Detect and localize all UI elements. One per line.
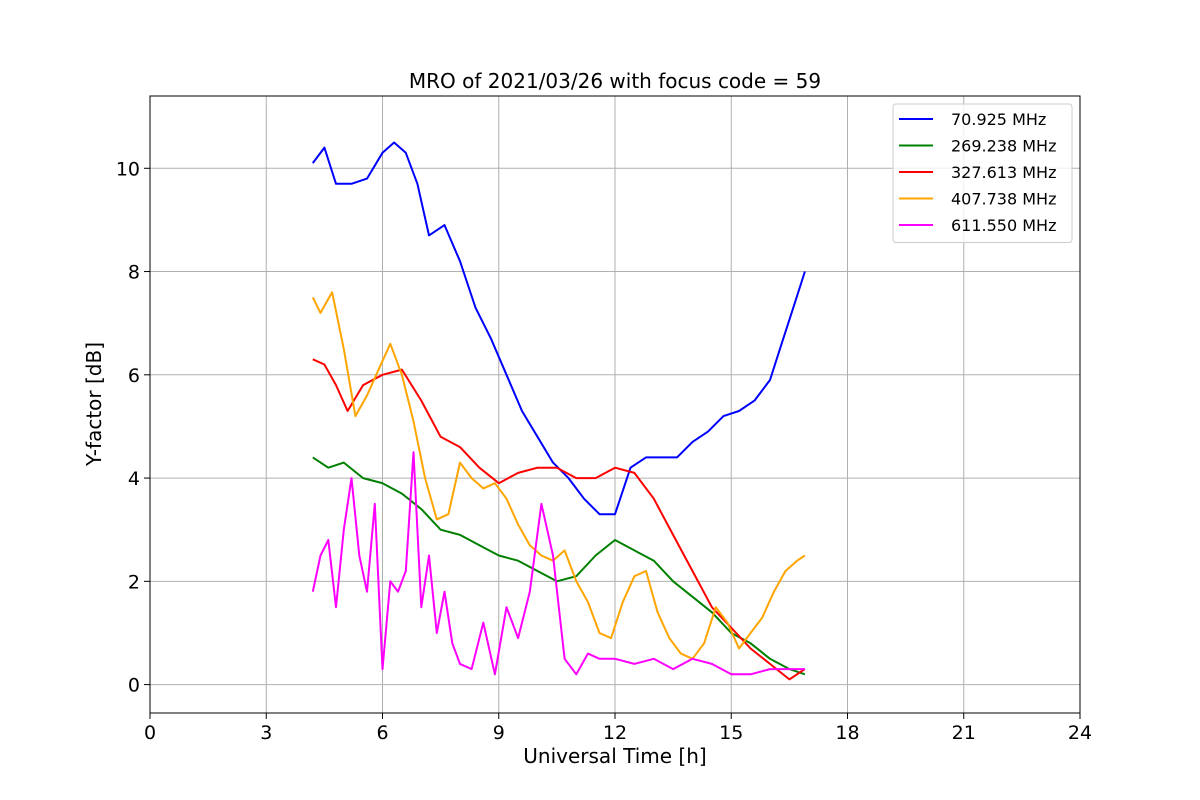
series-layer [311,141,806,681]
legend-label: 70.925 MHz [951,110,1046,129]
y-tick-label: 4 [128,468,140,490]
series-line-0 [311,141,806,516]
legend: 70.925 MHz 269.238 MHz 327.613 MHz 407.738 … [892,103,1073,243]
x-tick-label: 15 [719,722,743,744]
series-line-2 [312,358,806,681]
legend-label: 327.613 MHz [951,163,1056,182]
series-line-3 [311,291,806,660]
x-tick-label: 6 [376,722,388,744]
y-tick-label: 0 [128,675,140,697]
x-tick-label: 9 [493,722,505,744]
legend-label: 269.238 MHz [951,137,1056,156]
y-tick-label: 10 [116,158,140,180]
x-axis-label: Universal Time [h] [523,744,706,768]
y-axis-label: Y-factor [dB] [82,342,106,467]
y-tick-label: 6 [128,365,140,387]
y-tick-label: 8 [128,262,140,284]
legend-label: 611.550 MHz [951,216,1056,235]
y-tick-label: 2 [128,571,140,593]
x-tick-label: 21 [952,722,976,744]
x-tick-label: 12 [603,722,627,744]
chart-title: MRO of 2021/03/26 with focus code = 59 [409,69,821,93]
legend-box [892,103,1073,243]
legend-label: 407.738 MHz [951,190,1056,209]
x-tick-label: 18 [835,722,859,744]
x-tick-label: 24 [1068,722,1092,744]
x-tick-label: 0 [144,722,156,744]
x-tick-label: 3 [260,722,272,744]
series-line-4 [311,451,805,676]
